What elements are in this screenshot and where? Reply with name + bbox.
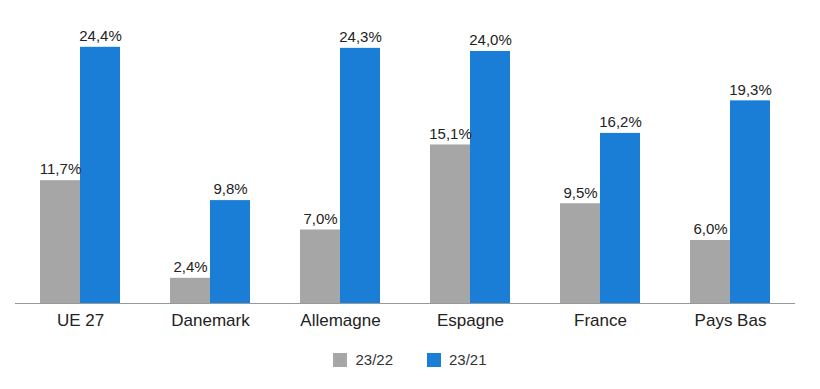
html-text:23/21: 23/21 (449, 351, 487, 368)
svg-text:19,3%: 19,3% (729, 81, 772, 98)
svg-text:Allemagne: Allemagne (300, 311, 380, 330)
svg-text:Danemark: Danemark (171, 311, 250, 330)
svg-text:16,2%: 16,2% (599, 113, 642, 130)
svg-text:24,4%: 24,4% (79, 27, 122, 44)
svg-text:Pays Bas: Pays Bas (695, 311, 767, 330)
svg-text:2,4%: 2,4% (173, 258, 207, 275)
svg-text:France: France (574, 311, 627, 330)
svg-text:9,5%: 9,5% (563, 184, 597, 201)
svg-text:6,0%: 6,0% (693, 220, 727, 237)
svg-text:11,7%: 11,7% (40, 160, 81, 177)
svg-text:UE 27: UE 27 (57, 311, 104, 330)
svg-text:24,3%: 24,3% (339, 28, 382, 45)
svg-text:7,0%: 7,0% (303, 210, 337, 227)
svg-text:9,8%: 9,8% (213, 180, 247, 197)
html-text:23/22: 23/22 (355, 351, 393, 368)
svg-text:Espagne: Espagne (437, 311, 504, 330)
svg-text:24,0%: 24,0% (469, 31, 512, 48)
svg-text:15,1%: 15,1% (429, 125, 472, 142)
